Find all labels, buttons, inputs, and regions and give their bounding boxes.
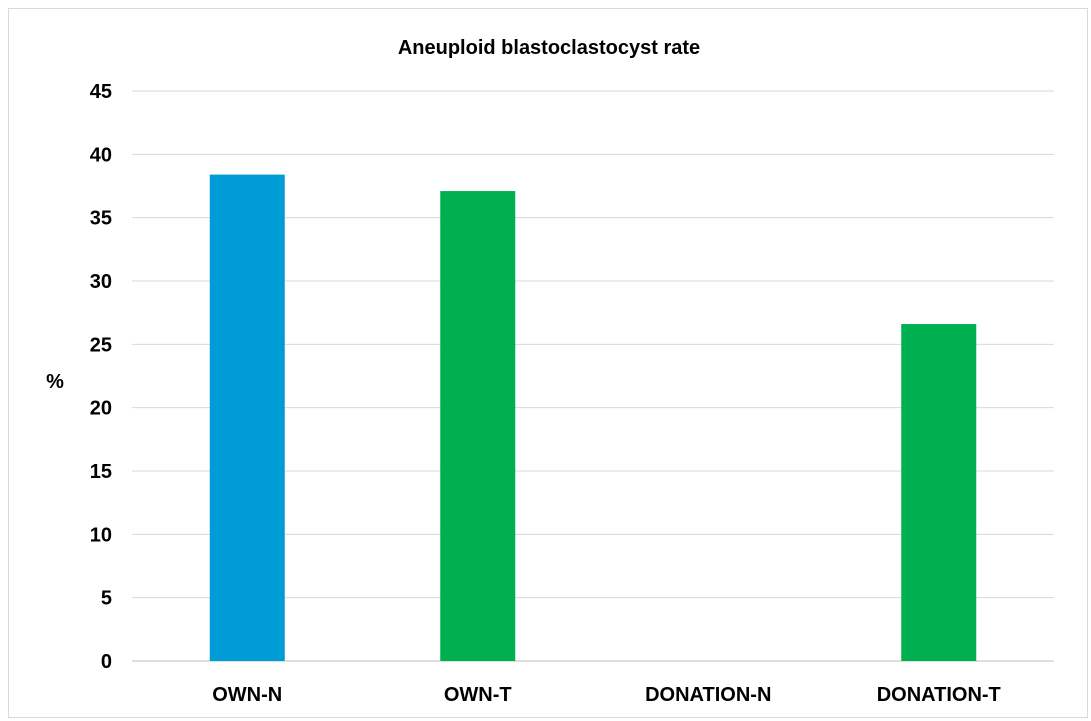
y-tick-label: 0 (101, 651, 112, 673)
bar-chart: Aneuploid blastoclastocyst rate % 0 5 10 15… (46, 37, 1054, 706)
bar-own-t (440, 191, 516, 662)
y-tick-label: 5 (101, 588, 112, 610)
y-tick-label: 10 (90, 524, 112, 546)
y-tick-label: 45 (90, 81, 112, 103)
bar-own-n (209, 174, 285, 661)
y-tick-label: 30 (90, 271, 112, 293)
y-axis-title: % (46, 371, 64, 393)
x-tick-label: OWN-T (444, 684, 512, 706)
x-axis-ticks: OWN-N OWN-T DONATION-N DONATION-T (212, 684, 1001, 706)
bars (209, 174, 977, 662)
y-tick-label: 35 (90, 208, 112, 230)
y-tick-label: 15 (90, 461, 112, 483)
gridlines (132, 90, 1054, 662)
y-tick-label: 40 (90, 144, 112, 166)
bar-donation-t (901, 324, 977, 661)
y-tick-label: 20 (90, 398, 112, 420)
x-tick-label: DONATION-N (645, 684, 771, 706)
chart-frame: Aneuploid blastoclastocyst rate % 0 5 10 15… (8, 8, 1088, 718)
y-tick-label: 25 (90, 334, 112, 356)
x-tick-label: OWN-N (212, 684, 282, 706)
y-axis-ticks: 0 5 10 15 20 25 30 35 40 45 (90, 81, 112, 673)
chart-title: Aneuploid blastoclastocyst rate (398, 37, 700, 59)
x-tick-label: DONATION-T (877, 684, 1001, 706)
